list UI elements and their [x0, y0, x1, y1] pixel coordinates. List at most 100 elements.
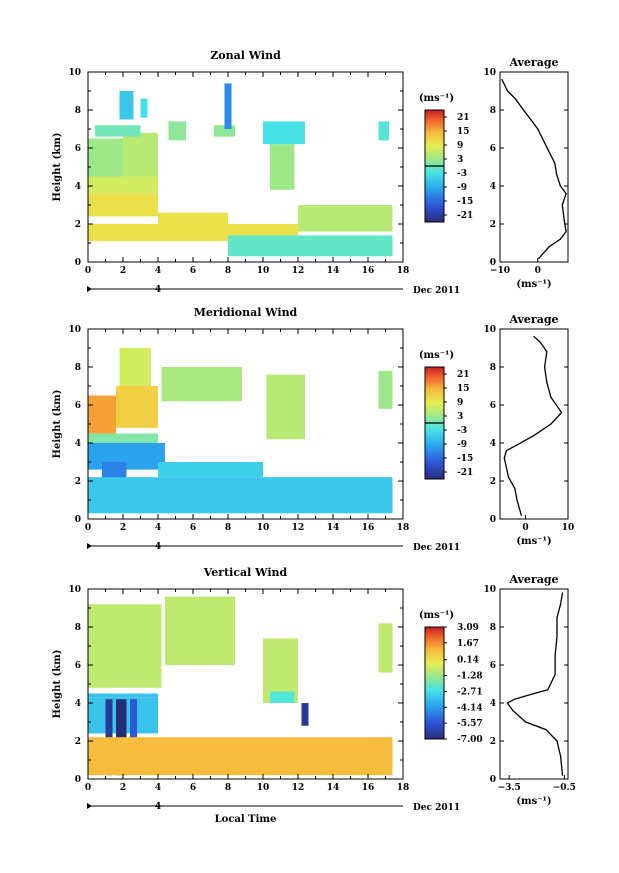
date-axis-start-marker — [87, 286, 92, 292]
average-profile-point — [559, 185, 562, 187]
average-profile-point — [546, 351, 548, 353]
heatmap-cell — [298, 205, 393, 232]
x-tick-label: 14 — [327, 783, 340, 793]
date-month-label: Dec 2011 — [413, 803, 460, 813]
colorbar-tick-label: 3.09 — [457, 623, 479, 633]
x-tick-label: 10 — [257, 783, 270, 793]
y-tick-label: 0 — [75, 775, 81, 785]
colorbar-tick-label: -15 — [457, 454, 473, 464]
panel-title: Meridional Wind — [194, 306, 298, 319]
y-tick-label: 4 — [75, 439, 81, 449]
colorbar-tick-label: -9 — [457, 440, 467, 450]
x-tick-label: 4 — [155, 266, 161, 276]
colorbar-tick-label: -3 — [457, 169, 467, 179]
y-tick-label: 6 — [75, 661, 81, 671]
colorbar-tick-label: 3 — [457, 412, 463, 422]
average-profile-point — [516, 499, 518, 501]
average-profile-point — [544, 366, 546, 368]
x-tick-label: 16 — [362, 266, 375, 276]
heatmap-cell — [270, 144, 295, 190]
heatmap-cell — [165, 596, 235, 665]
average-profile-point — [505, 450, 507, 452]
average-title: Average — [508, 56, 558, 69]
y-tick-label: 2 — [75, 220, 81, 230]
colorbar-tick-label: -5.57 — [457, 719, 483, 729]
heatmap-cell — [88, 176, 158, 194]
heatmap-cell — [95, 125, 141, 137]
colorbar-tick-label: 1.67 — [457, 639, 479, 649]
colorbar-tick-label: -21 — [457, 468, 473, 478]
heatmap — [88, 348, 393, 514]
average-y-tick-label: 10 — [483, 585, 496, 595]
colorbar-tick-label: -9 — [457, 183, 467, 193]
panel-title: Vertical Wind — [203, 566, 288, 579]
average-profile-point — [525, 721, 527, 723]
average-y-tick-label: 2 — [490, 220, 496, 230]
average-profile-point — [556, 174, 558, 176]
x-tick-label: 16 — [362, 783, 375, 793]
average-y-tick-label: 0 — [490, 258, 496, 268]
average-profile-point — [561, 412, 563, 414]
average-profile-point — [533, 434, 535, 436]
average-profile-point — [556, 740, 558, 742]
average-profile-line — [506, 592, 564, 776]
heatmap-cell — [270, 691, 295, 703]
y-tick-label: 8 — [75, 106, 81, 116]
y-tick-label: 2 — [75, 737, 81, 747]
average-title: Average — [508, 573, 558, 586]
average-profile-point — [546, 381, 548, 383]
average-y-tick-label: 8 — [490, 363, 496, 373]
x-tick-label: 12 — [292, 523, 305, 533]
heatmap-cell — [378, 121, 389, 141]
heatmap-cell — [116, 386, 158, 428]
average-profile-point — [526, 694, 529, 697]
colorbar-tick-label: -15 — [457, 197, 473, 207]
heatmap-cell — [88, 693, 158, 698]
x-tick-label: 18 — [397, 523, 410, 533]
y-tick-label: 6 — [75, 401, 81, 411]
average-x-tick-label: −0.5 — [553, 783, 576, 793]
average-profile-point — [514, 98, 516, 100]
colorbar-tick-label: 9 — [457, 141, 463, 151]
average-x-axis-label: (ms⁻¹) — [516, 796, 551, 807]
heatmap-cell — [161, 367, 242, 402]
x-tick-label: 14 — [327, 523, 340, 533]
y-axis-label: Height (km) — [52, 133, 63, 202]
date-day-label: 4 — [155, 542, 161, 552]
x-tick-label: 2 — [120, 266, 126, 276]
average-x-tick-label: 10 — [562, 523, 575, 533]
colorbar-tick-label: -3 — [457, 426, 467, 436]
average-profile-point — [560, 603, 562, 605]
date-day-label: 4 — [155, 802, 161, 812]
y-tick-label: 10 — [68, 585, 81, 595]
colorbar-tick-label: 3 — [457, 155, 463, 165]
date-month-label: Dec 2011 — [413, 543, 460, 553]
x-tick-label: 18 — [397, 266, 410, 276]
heatmap-cell — [224, 83, 232, 129]
heatmap-cell — [301, 703, 309, 726]
x-tick-label: 8 — [225, 266, 231, 276]
average-profile-point — [537, 128, 539, 130]
average-frame — [499, 328, 569, 520]
x-axis-label: Local Time — [215, 814, 277, 825]
heatmap — [88, 596, 393, 776]
average-y-tick-label: 2 — [490, 737, 496, 747]
average-y-tick-label: 4 — [490, 439, 496, 449]
y-tick-label: 8 — [75, 623, 81, 633]
colorbar-tick-label: 0.14 — [457, 656, 479, 666]
heatmap-cell — [119, 91, 134, 120]
x-tick-label: 0 — [85, 523, 91, 533]
average-profile-line — [503, 336, 563, 516]
average-y-tick-label: 4 — [490, 699, 496, 709]
heatmap-cell — [119, 348, 151, 386]
heatmap-cell — [378, 370, 393, 409]
average-profile-point — [556, 616, 558, 619]
average-profile-point — [561, 204, 563, 206]
average-profile-point — [565, 193, 567, 195]
average-profile-point — [538, 257, 540, 259]
average-profile-point — [554, 162, 556, 164]
average-profile-point — [561, 774, 564, 776]
colorbar-tick-label: 9 — [457, 398, 463, 408]
x-tick-label: 2 — [120, 523, 126, 533]
heatmap-cell — [168, 121, 186, 141]
